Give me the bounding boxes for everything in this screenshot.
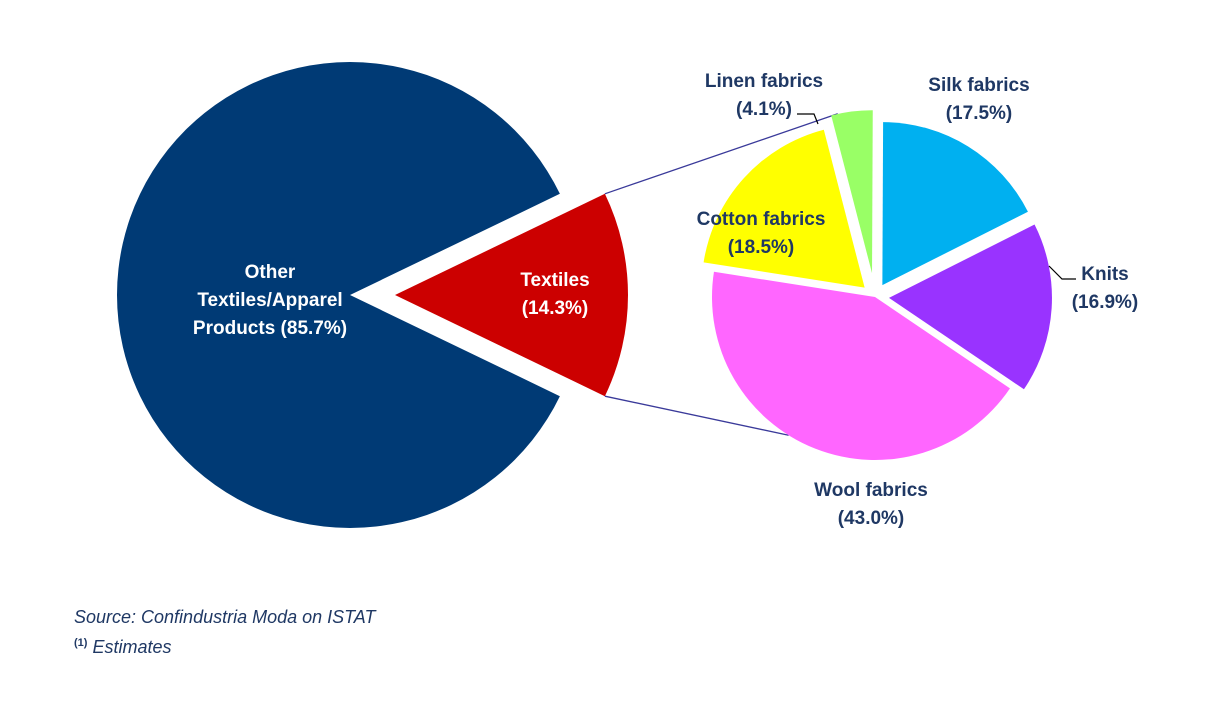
connector-line-top: [604, 113, 838, 195]
source-note: Source: Confindustria Moda on ISTAT (1) …: [74, 604, 375, 660]
slice-cotton-fabrics: [703, 129, 865, 288]
label-knits-line-2: (16.9%): [1072, 292, 1139, 313]
label-wool-fabrics-line-2: (43.0%): [838, 508, 905, 529]
label-silk-fabrics-line-1: Silk fabrics: [928, 75, 1029, 96]
label-cotton-fabrics-line-2: (18.5%): [728, 237, 795, 258]
label-cotton-fabrics-line-1: Cotton fabrics: [697, 209, 826, 230]
slice-knits: [888, 224, 1052, 390]
footnote-mark: (1): [74, 637, 88, 649]
slice-silk-fabrics: [882, 122, 1028, 286]
leader-line-knits: [1048, 265, 1076, 280]
secondary-pie: [703, 110, 1052, 460]
leader-line-linen: [797, 113, 819, 125]
label-textiles-line-2: (14.3%): [522, 298, 589, 319]
label-silk-fabrics-line-2: (17.5%): [946, 103, 1013, 124]
connector-line-bottom: [604, 395, 789, 436]
label-wool-fabrics-line-1: Wool fabrics: [814, 480, 928, 501]
label-other-textiles-apparel-line-1: Other: [245, 262, 296, 283]
slice-wool-fabrics: [711, 271, 1010, 460]
main-pie: [117, 62, 629, 529]
source-text: Source: Confindustria Moda on ISTAT: [74, 607, 376, 627]
slice-labels: Other Textiles/Apparel Products (85.7%) Tex…: [193, 71, 1138, 529]
footnote: (1) Estimates: [74, 630, 375, 660]
connector-lines: [604, 113, 838, 436]
slice-other-textiles-apparel: [117, 62, 560, 529]
label-other-textiles-apparel-line-3: Products (85.7%): [193, 318, 347, 339]
label-linen-fabrics-line-1: Linen fabrics: [705, 71, 823, 92]
label-knits-line-1: Knits: [1081, 264, 1129, 285]
label-linen-fabrics-line-2: (4.1%): [736, 99, 792, 120]
slice-linen-fabrics: [831, 110, 873, 274]
slice-textiles: [395, 193, 629, 397]
footnote-text: Estimates: [87, 637, 172, 657]
label-other-textiles-apparel-line-2: Textiles/Apparel: [197, 290, 342, 311]
label-textiles-line-1: Textiles: [520, 270, 589, 291]
